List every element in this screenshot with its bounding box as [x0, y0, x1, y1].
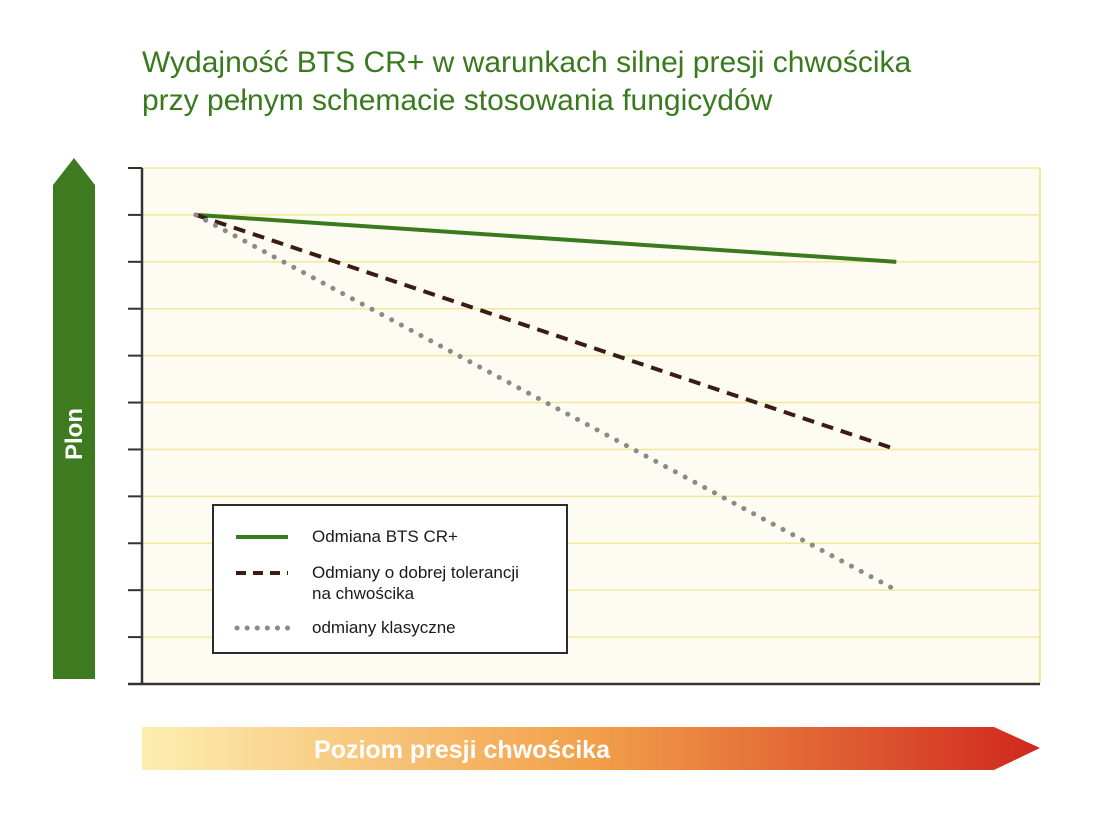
- x-axis-label: Poziom presji chwościka: [314, 736, 610, 764]
- chart-title: Wydajność BTS CR+ w warunkach silnej pre…: [142, 44, 911, 120]
- legend: Odmiana BTS CR+ Odmiany o dobrej toleran…: [212, 504, 568, 654]
- series-line-solid: [195, 212, 897, 264]
- series-line-dotted: [193, 212, 899, 593]
- legend-swatch-solid: [236, 535, 288, 539]
- y-axis-label: Plon: [61, 408, 88, 460]
- chart-title-line-1: Wydajność BTS CR+ w warunkach silnej pre…: [142, 46, 912, 79]
- x-axis-arrow: [142, 727, 1040, 770]
- legend-swatch-dotted: [234, 625, 290, 631]
- series: [193, 212, 899, 593]
- legend-label-tolerant: Odmiany o dobrej tolerancji na chwościka: [312, 563, 519, 603]
- legend-swatch-dashed: [236, 571, 288, 575]
- y-axis-ticks: [128, 167, 142, 639]
- legend-label-classic: odmiany klasyczne: [312, 618, 456, 637]
- series-line-dashed: [195, 213, 897, 452]
- chart-title-line-2: przy pełnym schemacie stosowania fungicy…: [142, 84, 773, 117]
- legend-label-bts: Odmiana BTS CR+: [312, 527, 458, 546]
- y-axis-arrow: [53, 158, 95, 679]
